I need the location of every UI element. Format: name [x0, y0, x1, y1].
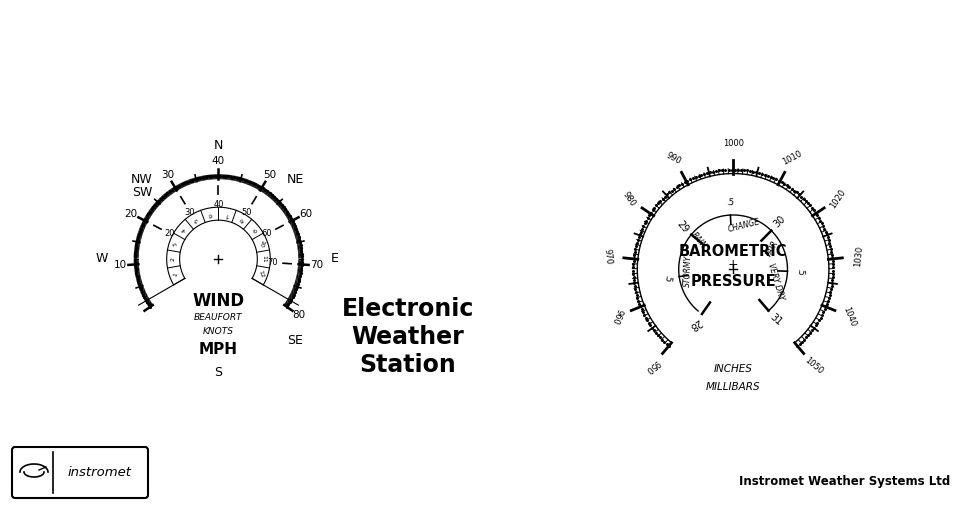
Text: 1000: 1000: [722, 139, 744, 148]
Text: BAROMETRIC: BAROMETRIC: [679, 244, 787, 259]
Text: 11: 11: [261, 255, 266, 263]
Text: 8: 8: [238, 217, 244, 223]
Text: FAIR: FAIR: [764, 239, 781, 257]
Text: 6: 6: [208, 211, 213, 217]
Text: 990: 990: [665, 151, 683, 166]
Text: 70: 70: [310, 261, 323, 270]
Text: 70: 70: [268, 258, 279, 267]
Text: BEAUFORT: BEAUFORT: [194, 312, 243, 322]
Text: 2: 2: [171, 257, 176, 261]
Text: INCHES: INCHES: [714, 364, 753, 375]
Text: 30: 30: [772, 214, 787, 230]
Text: Instromet Weather Systems Ltd: Instromet Weather Systems Ltd: [739, 475, 951, 488]
Text: WIND: WIND: [192, 292, 245, 310]
Text: 1010: 1010: [781, 149, 804, 167]
Text: 30: 30: [184, 208, 195, 217]
Text: 1020: 1020: [828, 188, 847, 210]
Text: MILLIBARS: MILLIBARS: [706, 382, 760, 392]
Text: Electronic
Weather
Station: Electronic Weather Station: [342, 297, 474, 377]
Text: 30: 30: [161, 170, 174, 180]
Text: PRESSURE: PRESSURE: [690, 274, 776, 289]
Text: .5: .5: [795, 268, 804, 276]
Text: 29: 29: [674, 219, 689, 235]
Text: 12: 12: [257, 270, 265, 279]
Text: 3: 3: [173, 241, 179, 246]
Text: N: N: [214, 139, 223, 152]
Text: W: W: [96, 252, 109, 266]
Text: .5: .5: [662, 274, 672, 283]
Text: VERY DRY: VERY DRY: [766, 263, 786, 301]
Text: STORMY: STORMY: [684, 255, 693, 287]
Text: 20: 20: [165, 229, 175, 238]
Text: instromet: instromet: [68, 466, 132, 479]
Text: NW: NW: [131, 173, 152, 186]
Text: 10: 10: [257, 239, 265, 248]
Text: 950: 950: [644, 357, 661, 375]
Text: 7: 7: [224, 211, 229, 217]
Text: 50: 50: [263, 170, 276, 180]
Text: 40: 40: [214, 200, 223, 209]
Text: S: S: [215, 366, 222, 379]
FancyBboxPatch shape: [12, 447, 148, 498]
Text: 28: 28: [687, 316, 703, 332]
Text: 50: 50: [242, 208, 252, 217]
Text: 1030: 1030: [853, 245, 864, 267]
Text: 60: 60: [299, 209, 313, 219]
Text: CHANGE: CHANGE: [727, 218, 761, 235]
Text: 60: 60: [262, 229, 272, 238]
Text: 9: 9: [250, 227, 256, 233]
Text: SW: SW: [132, 186, 152, 199]
Text: 10: 10: [114, 261, 127, 270]
Text: 40: 40: [212, 156, 225, 166]
Text: +: +: [728, 258, 738, 271]
Text: 1: 1: [173, 272, 179, 277]
Text: RAIN: RAIN: [689, 231, 708, 251]
Text: 1040: 1040: [842, 305, 857, 328]
Text: 1050: 1050: [803, 355, 825, 376]
Text: MPH: MPH: [199, 341, 238, 356]
Text: SE: SE: [287, 334, 303, 347]
Text: NE: NE: [286, 173, 304, 186]
Text: 960: 960: [609, 308, 623, 325]
Text: 4: 4: [181, 227, 187, 233]
Text: .5: .5: [725, 198, 734, 208]
Text: KNOTS: KNOTS: [203, 326, 234, 336]
Text: 80: 80: [292, 310, 306, 320]
Text: 980: 980: [620, 190, 637, 208]
Text: 5: 5: [193, 217, 199, 223]
Text: 970: 970: [603, 248, 614, 265]
Text: 20: 20: [124, 209, 138, 219]
Text: 31: 31: [768, 312, 785, 327]
Text: E: E: [331, 252, 339, 266]
